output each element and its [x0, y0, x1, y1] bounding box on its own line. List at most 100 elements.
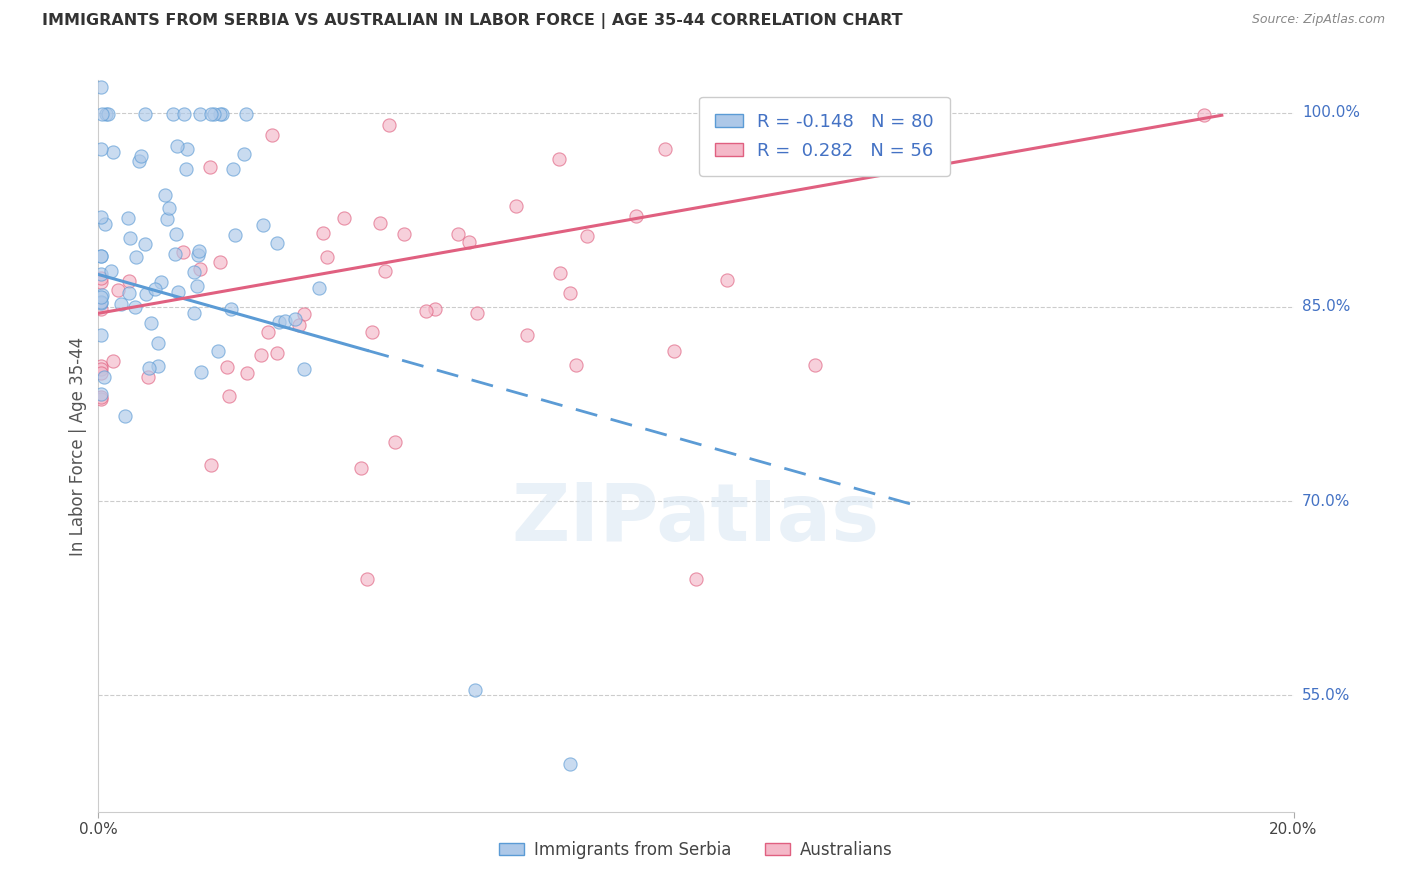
Point	[166, 138, 188, 153]
Point	[141, 316, 163, 330]
Point	[262, 128, 284, 143]
Point	[146, 359, 169, 373]
Point	[90, 291, 112, 305]
Point	[288, 318, 311, 333]
Point	[208, 107, 231, 121]
Point	[292, 361, 315, 376]
Point	[804, 358, 827, 372]
Point	[90, 328, 112, 343]
Point	[232, 147, 254, 161]
Point	[155, 187, 177, 202]
Point	[90, 271, 112, 285]
Point	[165, 227, 187, 241]
Point	[90, 275, 112, 289]
Point	[662, 344, 685, 359]
Point	[120, 231, 142, 245]
Point	[308, 281, 330, 295]
Point	[202, 107, 225, 121]
Point	[1192, 108, 1215, 122]
Point	[560, 285, 582, 300]
Point	[176, 142, 198, 156]
Point	[200, 160, 222, 174]
Point	[284, 311, 307, 326]
Point	[90, 80, 112, 95]
Point	[370, 216, 392, 230]
Point	[187, 248, 209, 262]
Point	[505, 199, 527, 213]
Point	[356, 572, 378, 586]
Point	[565, 358, 588, 372]
Point	[415, 304, 437, 318]
Point	[129, 149, 152, 163]
Point	[165, 247, 187, 261]
Point	[90, 359, 112, 374]
Point	[219, 302, 242, 317]
Point	[90, 362, 112, 376]
Point	[222, 161, 245, 176]
Point	[188, 261, 211, 276]
Point	[93, 369, 115, 384]
Point	[208, 254, 231, 268]
Point	[266, 346, 288, 360]
Point	[548, 153, 571, 167]
Point	[361, 326, 384, 340]
Point	[211, 107, 233, 121]
Point	[183, 265, 205, 279]
Point	[218, 389, 240, 403]
Point	[90, 142, 112, 156]
Point	[157, 201, 180, 215]
Point	[90, 301, 112, 316]
Point	[128, 153, 150, 168]
Point	[90, 249, 112, 263]
Point	[118, 274, 141, 288]
Point	[134, 236, 156, 251]
Point	[274, 314, 297, 328]
Point	[269, 315, 291, 329]
Point	[90, 386, 112, 401]
Point	[316, 250, 339, 264]
Point	[97, 107, 120, 121]
Point	[685, 572, 707, 586]
Point	[107, 283, 129, 297]
Point	[447, 227, 470, 242]
Point	[91, 107, 114, 121]
Point	[190, 365, 212, 379]
Point	[90, 211, 112, 225]
Point	[118, 285, 141, 300]
Point	[186, 279, 208, 293]
Text: 85.0%: 85.0%	[1302, 300, 1350, 314]
Point	[124, 300, 146, 314]
Point	[516, 327, 538, 342]
Text: 100.0%: 100.0%	[1302, 105, 1360, 120]
Point	[560, 756, 582, 771]
Point	[90, 392, 112, 406]
Text: IMMIGRANTS FROM SERBIA VS AUSTRALIAN IN LABOR FORCE | AGE 35-44 CORRELATION CHAR: IMMIGRANTS FROM SERBIA VS AUSTRALIAN IN …	[42, 13, 903, 29]
Point	[312, 227, 335, 241]
Point	[90, 267, 112, 281]
Point	[187, 244, 209, 258]
Legend: Immigrants from Serbia, Australians: Immigrants from Serbia, Australians	[492, 834, 900, 865]
Point	[624, 209, 647, 223]
Point	[465, 306, 488, 320]
Point	[136, 370, 159, 384]
Point	[207, 343, 229, 358]
Point	[117, 211, 139, 226]
Point	[100, 264, 122, 278]
Point	[215, 360, 238, 375]
Point	[200, 458, 222, 472]
Point	[266, 236, 288, 251]
Y-axis label: In Labor Force | Age 35-44: In Labor Force | Age 35-44	[69, 336, 87, 556]
Point	[162, 107, 184, 121]
Point	[134, 107, 156, 121]
Point	[292, 307, 315, 321]
Point	[156, 212, 179, 227]
Point	[425, 302, 447, 317]
Point	[90, 288, 112, 302]
Point	[174, 162, 197, 177]
Text: ZIPatlas: ZIPatlas	[512, 480, 880, 558]
Point	[374, 264, 396, 278]
Point	[378, 118, 401, 132]
Point	[103, 145, 125, 160]
Point	[394, 227, 416, 242]
Point	[224, 227, 246, 242]
